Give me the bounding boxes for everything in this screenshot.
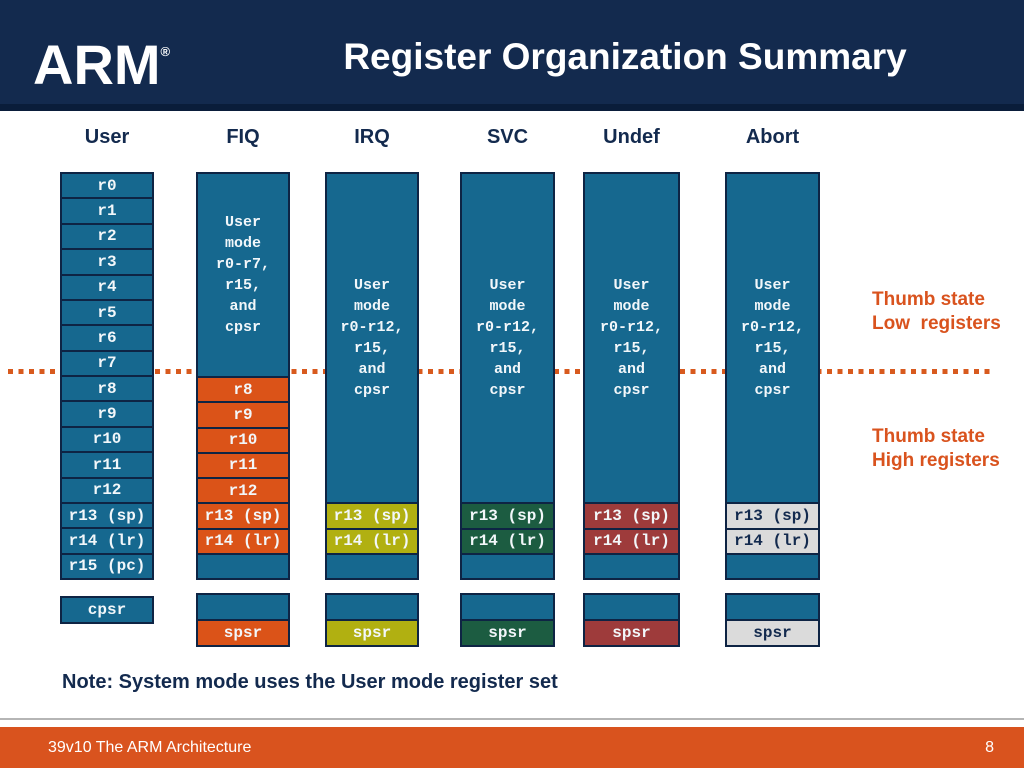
user-mode-text-fiq: User mode r0-r7, r15, and cpsr xyxy=(198,174,288,376)
footer-band: 39v10 The ARM Architecture 8 xyxy=(0,727,1024,768)
status-top-filler-abort xyxy=(727,595,818,619)
col-header-irq: IRQ xyxy=(354,126,390,148)
register-cell-irq-r14: r14 (lr) xyxy=(327,527,417,553)
footer-separator xyxy=(0,718,1024,720)
slide-title: Register Organization Summary xyxy=(343,36,907,77)
register-cell-user-r4: r4 xyxy=(62,273,152,299)
register-cell-fiq-r9: r9 xyxy=(198,401,288,427)
register-cell-user-r11: r11 xyxy=(62,451,152,477)
register-cell-user-r1: r1 xyxy=(62,197,152,223)
register-cell-user-r0: r0 xyxy=(62,174,152,198)
empty-cell-undef xyxy=(585,552,678,578)
register-cell-user-r6: r6 xyxy=(62,324,152,350)
user-mode-text-undef: User mode r0-r12, r15, and cpsr xyxy=(585,174,678,503)
register-cell-undef-r13: r13 (sp) xyxy=(585,502,678,528)
status-block-irq: spsr xyxy=(325,593,419,647)
col-header-undef: Undef xyxy=(603,126,660,148)
col-header-user: User xyxy=(84,126,130,148)
user-mode-text-svc: User mode r0-r12, r15, and cpsr xyxy=(462,174,553,503)
status-top-filler-svc xyxy=(462,595,553,619)
register-cell-fiq-r8: r8 xyxy=(198,376,288,402)
status-cell-undef-spsr: spsr xyxy=(585,619,678,645)
arm-logo-text: ARM xyxy=(33,33,161,96)
system-mode-note: Note: System mode uses the User mode reg… xyxy=(62,671,558,693)
status-cell-svc-spsr: spsr xyxy=(462,619,553,645)
thumb-state-low-label: Thumb state Low registers xyxy=(872,289,1001,334)
user-mode-text-irq: User mode r0-r12, r15, and cpsr xyxy=(327,174,417,503)
col-header-fiq: FIQ xyxy=(226,126,260,148)
register-cell-svc-r14: r14 (lr) xyxy=(462,527,553,553)
thumb-state-high-label: Thumb state High registers xyxy=(872,426,1000,471)
register-cell-user-r7: r7 xyxy=(62,349,152,375)
status-block-svc: spsr xyxy=(460,593,555,647)
status-block-abort: spsr xyxy=(725,593,820,647)
status-cell-user-cpsr: cpsr xyxy=(60,596,154,624)
register-cell-fiq-r12: r12 xyxy=(198,477,288,503)
status-block-undef: spsr xyxy=(583,593,680,647)
register-cell-user-r2: r2 xyxy=(62,222,152,249)
register-column-abort: User mode r0-r12, r15, and cpsr r13 (sp) r… xyxy=(725,172,820,580)
status-top-filler-irq xyxy=(327,595,417,619)
register-cell-user-r9: r9 xyxy=(62,400,152,426)
register-cell-user-r14: r14 (lr) xyxy=(62,527,152,553)
col-header-abort: Abort xyxy=(745,126,800,148)
empty-cell-abort xyxy=(727,552,818,578)
status-cell-irq-spsr: spsr xyxy=(327,619,417,645)
register-cell-user-r3: r3 xyxy=(62,248,152,274)
register-cell-user-r15: r15 (pc) xyxy=(62,552,152,578)
status-cell-abort-spsr: spsr xyxy=(727,619,818,645)
status-top-filler-undef xyxy=(585,595,678,619)
register-cell-fiq-r11: r11 xyxy=(198,451,288,477)
col-header-svc: SVC xyxy=(486,126,529,148)
register-cell-user-r8: r8 xyxy=(62,375,152,401)
register-column-irq: User mode r0-r12, r15, and cpsr r13 (sp) r… xyxy=(325,172,419,580)
register-column-undef: User mode r0-r12, r15, and cpsr r13 (sp) r… xyxy=(583,172,680,580)
register-cell-user-r12: r12 xyxy=(62,476,152,502)
page-number: 8 xyxy=(985,738,994,756)
register-cell-svc-r13: r13 (sp) xyxy=(462,502,553,528)
header-bottom-strip xyxy=(0,104,1024,111)
register-cell-fiq-r10: r10 xyxy=(198,426,288,452)
register-cell-fiq-r13: r13 (sp) xyxy=(198,502,288,528)
register-cell-undef-r14: r14 (lr) xyxy=(585,527,678,553)
footer-course-title: 39v10 The ARM Architecture xyxy=(48,738,252,756)
empty-cell-svc xyxy=(462,552,553,578)
register-cell-irq-r13: r13 (sp) xyxy=(327,502,417,528)
registered-mark: ® xyxy=(160,44,171,59)
empty-cell-fiq xyxy=(198,552,288,578)
register-cell-user-r5: r5 xyxy=(62,298,152,325)
register-cell-user-r10: r10 xyxy=(62,425,152,452)
status-cell-fiq-spsr: spsr xyxy=(198,619,288,645)
register-cell-user-r13: r13 (sp) xyxy=(62,501,152,528)
empty-cell-irq xyxy=(327,552,417,578)
register-cell-fiq-r14: r14 (lr) xyxy=(198,527,288,553)
status-top-filler-fiq xyxy=(198,595,288,619)
register-column-fiq: User mode r0-r7, r15, and cpsr r8 r9 r10 r11… xyxy=(196,172,290,580)
register-column-user: r0 r1 r2 r3 r4 r5 r6 r7 r8 r9 r10 r11 r12 r13 (sp) r14… xyxy=(60,172,154,580)
header-band: ARM® Register Organization Summary xyxy=(0,0,1024,104)
register-column-svc: User mode r0-r12, r15, and cpsr r13 (sp) r… xyxy=(460,172,555,580)
arm-logo: ARM® xyxy=(33,22,170,95)
status-block-fiq: spsr xyxy=(196,593,290,647)
user-mode-text-abort: User mode r0-r12, r15, and cpsr xyxy=(727,174,818,503)
register-cell-abort-r13: r13 (sp) xyxy=(727,502,818,528)
register-cell-abort-r14: r14 (lr) xyxy=(727,527,818,553)
